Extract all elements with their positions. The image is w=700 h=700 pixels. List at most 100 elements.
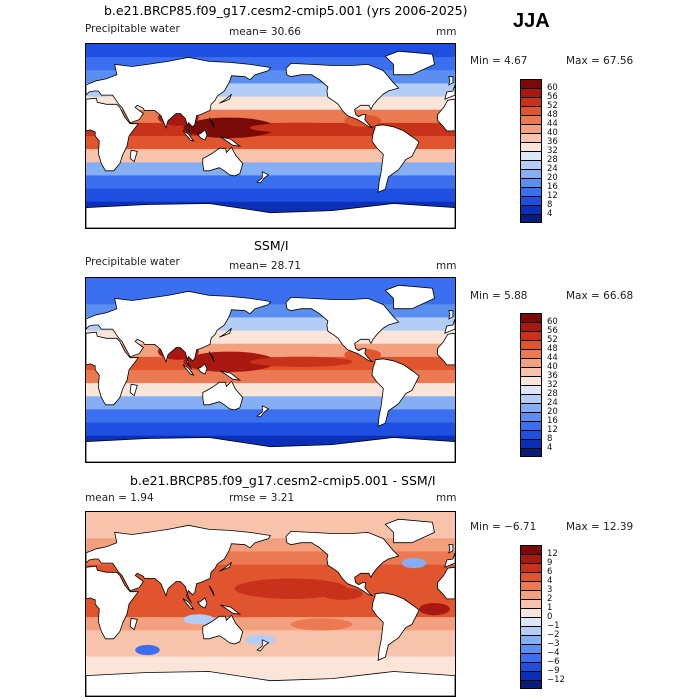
colorbar-swatch	[520, 439, 542, 448]
colorbar-swatch	[520, 671, 542, 680]
warm-pool-patch	[250, 122, 353, 133]
continent-outline	[256, 639, 270, 652]
colorbar-tick-label: −6	[547, 657, 560, 667]
continent-outline	[196, 597, 208, 609]
anomaly-patch	[135, 644, 160, 656]
panel3-min: Min = −6.71	[470, 521, 537, 533]
colorbar-tick-label: −4	[547, 648, 560, 658]
field-band	[86, 149, 455, 163]
continent-outline	[256, 405, 270, 418]
colorbar-tick-label: 12	[547, 191, 558, 201]
colorbar-tick-label: 40	[547, 128, 558, 138]
colorbar-swatch	[520, 358, 542, 367]
colorbar-tick-label: 52	[547, 335, 558, 345]
field-band	[86, 604, 455, 618]
colorbar-tick-label: 20	[547, 407, 558, 417]
continent-outline	[371, 592, 420, 661]
colorbar-swatch	[520, 635, 542, 644]
colorbar-swatch	[520, 385, 542, 394]
continent-outline	[444, 84, 455, 100]
colorbar-swatch	[520, 331, 542, 340]
anomaly-patch	[209, 600, 271, 618]
field-band	[86, 188, 455, 203]
field-band	[86, 278, 455, 292]
anomaly-patch	[321, 587, 363, 600]
continent-outline	[86, 565, 140, 640]
colorbar-frame	[520, 79, 542, 223]
panel2-max: Max = 66.68	[566, 290, 634, 302]
colorbar-swatch	[520, 430, 542, 439]
panel2-mean: mean= 28.71	[229, 260, 301, 272]
colorbar-tick-label: 16	[547, 182, 558, 192]
colorbar-swatch	[520, 653, 542, 662]
continent-outline	[182, 363, 195, 376]
continent-outline	[437, 566, 455, 600]
continent-outline	[220, 136, 242, 147]
colorbar-tick-label: −1	[547, 621, 560, 631]
panel2-units: mm	[436, 260, 457, 272]
continent-outline	[444, 318, 455, 334]
colorbar-swatch	[520, 563, 542, 572]
panel1-min: Min = 4.67	[470, 55, 528, 67]
panel1-units: mm	[436, 26, 457, 38]
field-band	[86, 136, 455, 150]
colorbar-swatch	[520, 448, 542, 457]
continent-outline	[208, 585, 215, 596]
panel1-mean: mean= 30.66	[229, 26, 301, 38]
continent-outline	[220, 370, 242, 381]
continent-outline	[182, 597, 195, 610]
colorbar-tick-label: 44	[547, 353, 558, 363]
colorbar-swatch	[520, 376, 542, 385]
colorbar-swatch	[520, 97, 542, 106]
colorbar-swatch	[520, 340, 542, 349]
continent-outline	[202, 380, 244, 411]
continent-outline	[86, 524, 272, 604]
colorbar-tick-label: 56	[547, 326, 558, 336]
colorbar-swatch	[520, 88, 542, 97]
colorbar-tick-label: 48	[547, 110, 558, 120]
continent-outline	[437, 98, 455, 132]
colorbar-swatch	[520, 626, 542, 635]
colorbar-swatch	[520, 151, 542, 160]
colorbar-swatch	[520, 115, 542, 124]
field-band	[86, 396, 455, 410]
colorbar-tick-label: 40	[547, 362, 558, 372]
continent-outline	[86, 203, 455, 228]
colorbar-swatch	[520, 124, 542, 133]
continent-outline	[208, 351, 215, 362]
field-band	[86, 370, 455, 384]
anomaly-patch	[419, 603, 450, 616]
colorbar-tick-label: 8	[547, 434, 553, 444]
continent-outline	[202, 146, 244, 177]
continent-outline	[437, 332, 455, 366]
continent-outline	[285, 530, 400, 597]
field-band	[86, 617, 455, 631]
continent-outline	[219, 561, 232, 572]
panel1-max: Max = 67.56	[566, 55, 634, 67]
colorbar-swatch	[520, 142, 542, 151]
continent-outline	[196, 129, 208, 141]
continent-outline	[86, 290, 272, 370]
colorbar-tick-label: −12	[547, 675, 565, 685]
continent-outline	[384, 284, 435, 310]
colorbar-tick-label: 4	[547, 576, 553, 586]
anomaly-patch	[234, 578, 348, 599]
panel2-variable: Precipitable water	[85, 256, 180, 268]
warm-pool-patch	[250, 356, 353, 367]
field-band	[86, 409, 455, 423]
colorbar-swatch	[520, 617, 542, 626]
colorbar-tick-label: 24	[547, 398, 558, 408]
panel3-units: mm	[436, 492, 457, 504]
colorbar-swatch	[520, 205, 542, 214]
panel1-title: b.e21.BRCP85.f09_g17.cesm2-cmip5.001 (yr…	[104, 3, 468, 18]
colorbar-swatch	[520, 187, 542, 196]
colorbar-tick-label: 56	[547, 92, 558, 102]
continent-outline	[384, 518, 435, 544]
colorbar-swatch	[520, 214, 542, 223]
colorbar-swatch	[520, 599, 542, 608]
continent-outline	[129, 617, 138, 631]
panel3-title: b.e21.BRCP85.f09_g17.cesm2-cmip5.001 - S…	[130, 473, 436, 488]
colorbar-swatch	[520, 196, 542, 205]
colorbar-swatch	[520, 662, 542, 671]
colorbar-tick-label: 52	[547, 101, 558, 111]
